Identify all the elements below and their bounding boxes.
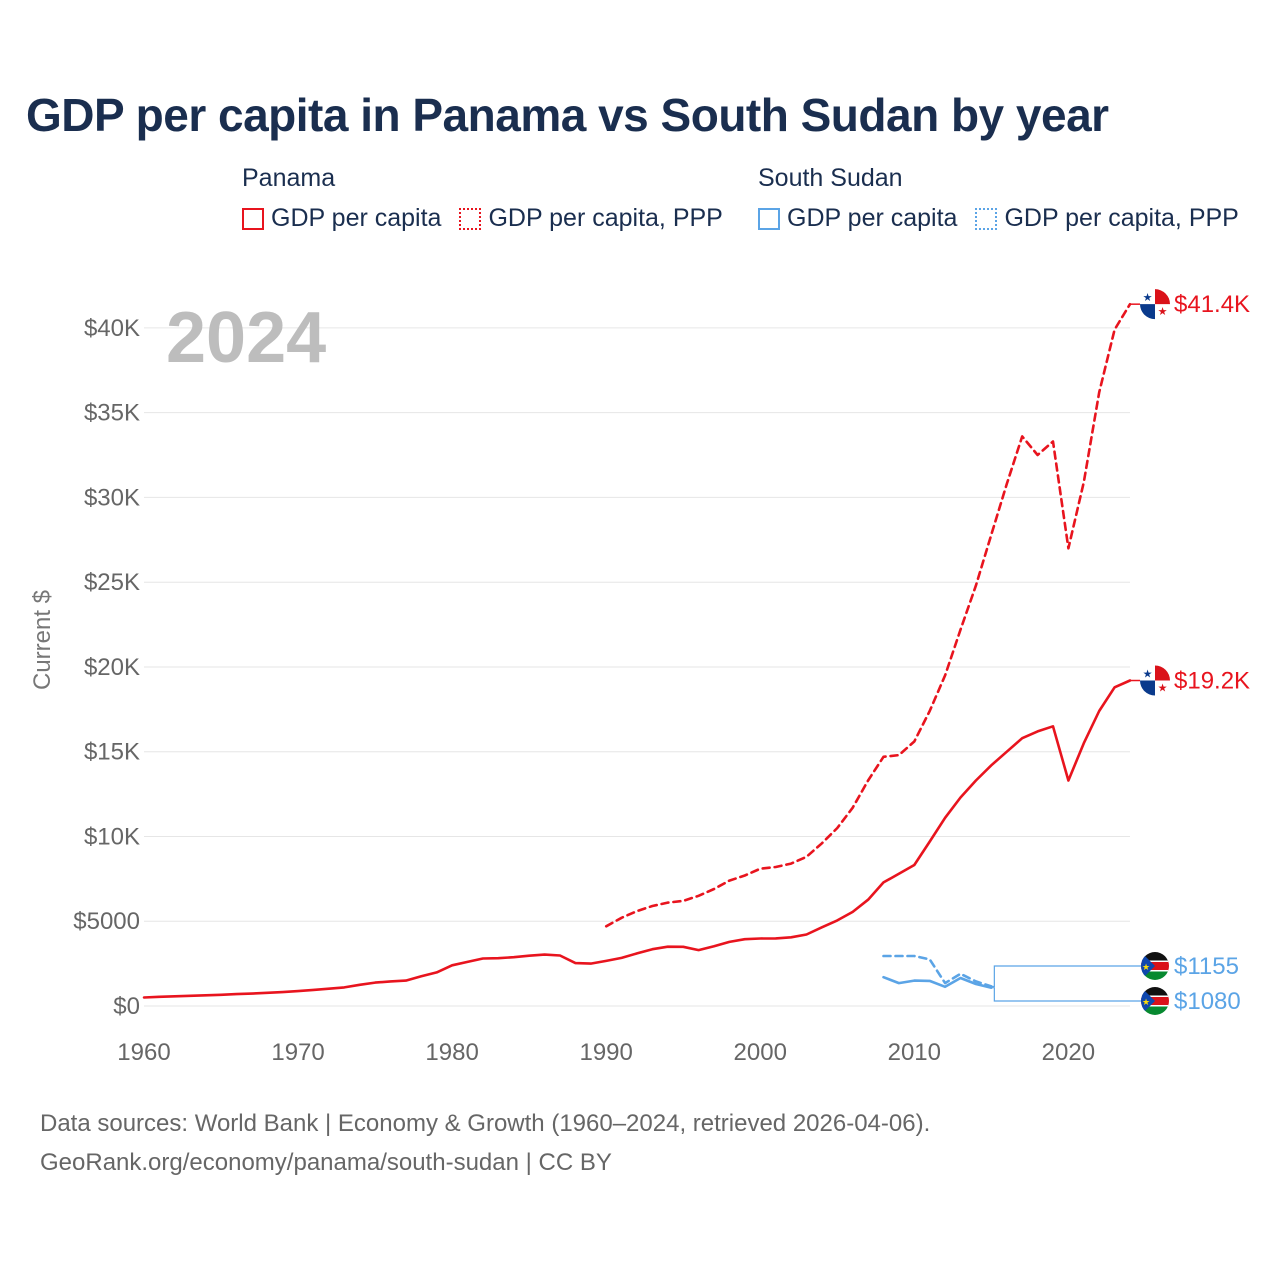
flag-star-red: ★: [1158, 682, 1168, 695]
legend-item-south-sudan-gdp[interactable]: GDP per capita: [758, 204, 957, 233]
panama-flag-icon: ★★: [1140, 289, 1170, 320]
y-tick-label: $25K: [84, 569, 140, 596]
legend-item-panama-gdp[interactable]: GDP per capita: [242, 204, 441, 233]
x-tick-label: 1980: [425, 1039, 478, 1066]
flag-triangle-blue: [1141, 952, 1155, 980]
flag-quarter-red: [1155, 289, 1170, 305]
flag-fimbriation-top: [1141, 995, 1169, 997]
series-line-south-sudan-gdp-per-capita-ppp: [882, 954, 993, 988]
flag-star-yellow: ★: [1142, 998, 1150, 1008]
y-tick-label: $40K: [84, 315, 140, 342]
end-value-label: $41.4K: [1174, 291, 1250, 318]
end-value-label: $1080: [1174, 988, 1241, 1015]
legend-item-panama-gdp-ppp[interactable]: GDP per capita, PPP: [459, 204, 723, 233]
panama-flag-icon: ★★: [1140, 665, 1170, 696]
legend-item-label: GDP per capita, PPP: [1004, 204, 1239, 232]
footer: Data sources: World Bank | Economy & Gro…: [40, 1104, 930, 1182]
legend-swatch-solid: [758, 207, 780, 230]
x-tick-label: 1970: [271, 1039, 324, 1066]
flag-quarter-red: [1155, 665, 1170, 681]
flag-fimbriation-bottom: [1141, 970, 1169, 972]
flag-quarter-blue: [1140, 304, 1155, 320]
source-link[interactable]: GeoRank.org/economy/panama/south-sudan |…: [40, 1149, 612, 1176]
y-tick-label: $0: [113, 993, 140, 1020]
flag-star-blue: ★: [1143, 291, 1153, 304]
flag-body: ★: [1141, 987, 1169, 1015]
legend-swatch-solid: [242, 207, 264, 230]
flag-stripe-black: [1141, 952, 1169, 961]
legend-group-label: South Sudan: [758, 164, 903, 192]
flag-fimbriation-top: [1141, 960, 1169, 962]
legend-item-label: GDP per capita: [271, 204, 442, 232]
line-chart: $0 $5000 $10K $15K $20K $25K $30K $35K $40K 1960 1…: [29, 289, 1250, 1066]
y-tick-label: $5000: [73, 908, 140, 935]
flag-star-blue: ★: [1143, 668, 1153, 681]
legend-item-label: GDP per capita: [787, 204, 958, 232]
flag-stripe-green: [1141, 971, 1169, 980]
flag-fimbriation-bottom: [1141, 1005, 1169, 1007]
south-sudan-flag-icon: ★: [1141, 952, 1169, 980]
data-source-note: Data sources: World Bank | Economy & Gro…: [40, 1110, 931, 1137]
chart-title: GDP per capita in Panama vs South Sudan …: [26, 89, 1109, 141]
x-tick-label: 2020: [1042, 1039, 1095, 1066]
flag-star-red: ★: [1158, 305, 1168, 318]
legend-group-label: Panama: [242, 164, 336, 192]
flag-quarter-blue: [1140, 680, 1155, 696]
south-sudan-flag-icon: ★: [1141, 987, 1169, 1015]
legend-swatch-dotted: [459, 207, 482, 230]
flag-triangle-blue: [1141, 987, 1155, 1015]
legend-item-label: GDP per capita, PPP: [488, 204, 723, 232]
y-tick-label: $30K: [84, 484, 140, 511]
series-line-panama-gdp-per-capita-ppp: [604, 302, 1132, 928]
series-line-panama-gdp-per-capita: [142, 679, 1132, 999]
label-connector: [991, 987, 1141, 1002]
y-tick-label: $35K: [84, 400, 140, 427]
x-tick-label: 2010: [888, 1039, 941, 1066]
series-line-south-sudan-gdp-per-capita: [882, 975, 993, 990]
y-tick-label: $15K: [84, 739, 140, 766]
flag-body: ★: [1141, 952, 1169, 980]
flag-stripe-green: [1141, 1006, 1169, 1015]
y-tick-label: $10K: [84, 823, 140, 850]
end-value-label: $1155: [1174, 953, 1239, 980]
label-connector: [991, 965, 1141, 988]
end-value-label: $19.2K: [1174, 668, 1250, 695]
x-tick-label: 2000: [734, 1039, 787, 1066]
legend-item-south-sudan-gdp-ppp[interactable]: GDP per capita, PPP: [975, 204, 1239, 233]
legend-group-panama: Panama GDP per capita GDP per capita, PP…: [242, 162, 723, 233]
y-axis-title: Current $: [29, 590, 56, 690]
legend-group-south-sudan: South Sudan GDP per capita GDP per capit…: [758, 162, 1239, 233]
flag-star-yellow: ★: [1142, 963, 1150, 973]
flag-stripe-black: [1141, 987, 1169, 996]
legend-swatch-dotted: [975, 207, 998, 230]
year-watermark: 2024: [166, 298, 326, 378]
y-tick-label: $20K: [84, 654, 140, 681]
x-tick-label: 1960: [117, 1039, 170, 1066]
x-tick-label: 1990: [579, 1039, 632, 1066]
